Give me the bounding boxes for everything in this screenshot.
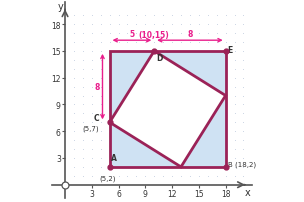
Text: D: D bbox=[156, 53, 162, 62]
Text: x: x bbox=[245, 187, 251, 197]
Text: C: C bbox=[93, 114, 99, 123]
Polygon shape bbox=[110, 52, 226, 167]
Text: 5: 5 bbox=[130, 30, 134, 39]
Polygon shape bbox=[110, 52, 226, 167]
Text: A: A bbox=[111, 154, 117, 163]
Text: (5,2): (5,2) bbox=[99, 174, 116, 181]
Text: (5,7): (5,7) bbox=[82, 125, 99, 132]
Text: 8: 8 bbox=[95, 83, 100, 92]
Text: E: E bbox=[227, 45, 233, 54]
Text: (10,15): (10,15) bbox=[139, 31, 170, 40]
Text: y: y bbox=[58, 2, 64, 12]
Text: B (18,2): B (18,2) bbox=[228, 160, 256, 167]
Text: 8: 8 bbox=[187, 30, 193, 39]
